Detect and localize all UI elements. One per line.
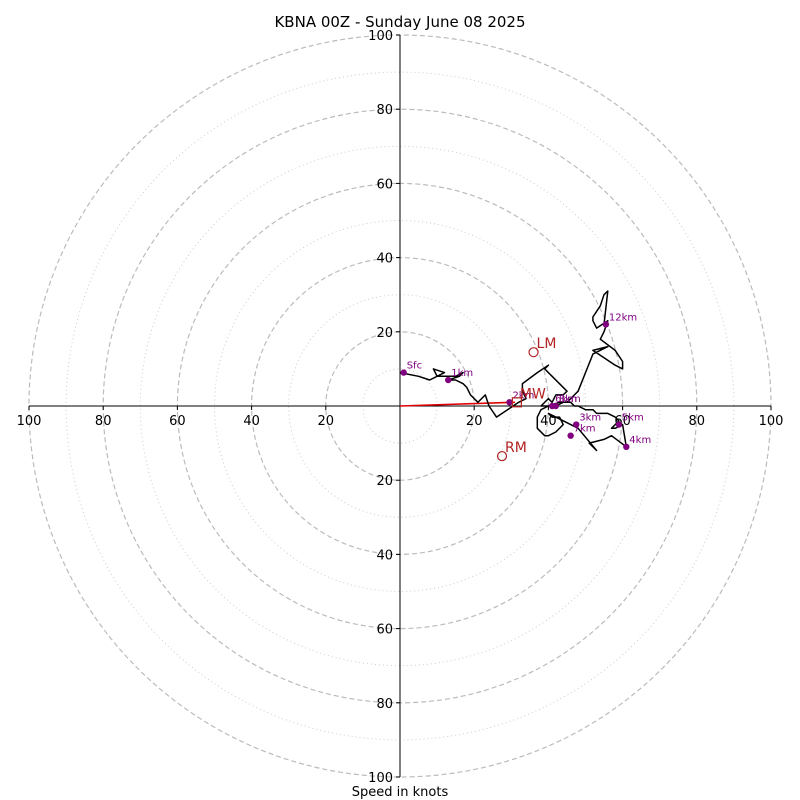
storm-motion-label: RM bbox=[505, 440, 527, 456]
height-marker-label: 5km bbox=[622, 413, 644, 424]
storm-motion-markers: LM MW RM bbox=[496, 336, 557, 462]
x-tick-label: 100 bbox=[759, 414, 784, 429]
y-tick-label: 80 bbox=[376, 103, 393, 118]
height-marker-point bbox=[400, 369, 407, 376]
x-tick-label: 40 bbox=[243, 414, 260, 429]
y-tick-label: 60 bbox=[376, 177, 393, 192]
storm-motion-marker bbox=[496, 450, 508, 462]
x-axis-label: Speed in knots bbox=[352, 785, 449, 800]
height-marker-label: 8km bbox=[559, 394, 581, 405]
x-tick-label: 80 bbox=[95, 414, 112, 429]
y-tick-label: 80 bbox=[376, 697, 393, 712]
shear-vector-layer bbox=[399, 401, 516, 407]
y-tick-label: 60 bbox=[376, 623, 393, 638]
chart-title: KBNA 00Z - Sunday June 08 2025 bbox=[274, 13, 525, 31]
storm-motion-marker bbox=[528, 347, 539, 358]
y-tick-label: 100 bbox=[368, 771, 393, 786]
height-marker-label: 12km bbox=[609, 312, 637, 323]
height-marker-point bbox=[615, 421, 623, 428]
x-tick-label: 60 bbox=[169, 414, 186, 429]
height-marker-label: 2km bbox=[512, 390, 534, 401]
y-tick-label: 100 bbox=[368, 29, 393, 44]
y-tick-label: 20 bbox=[376, 474, 393, 489]
height-marker-label: 1km bbox=[451, 368, 473, 379]
hodograph-trace-layer bbox=[399, 290, 628, 452]
height-marker-point bbox=[623, 443, 630, 451]
height-marker-point bbox=[573, 421, 580, 428]
x-tick-label: 100 bbox=[17, 414, 42, 429]
height-markers: Sfc 1km 2km 3km 4km 5km 6km 7km 8km 12km bbox=[400, 312, 651, 451]
height-marker-label: Sfc bbox=[407, 361, 422, 372]
storm-motion-label: LM bbox=[537, 336, 557, 352]
height-marker-point bbox=[567, 432, 574, 439]
height-marker-label: 4km bbox=[629, 435, 651, 446]
tick-labels: 100 80 60 40 20 20 40 60 80 100100806040202040608… bbox=[17, 29, 784, 786]
y-tick-label: 40 bbox=[376, 252, 393, 267]
height-marker-label: 7km bbox=[574, 424, 596, 435]
height-marker-point bbox=[602, 321, 610, 328]
height-marker-point bbox=[445, 376, 452, 384]
height-marker-point bbox=[506, 399, 513, 406]
x-tick-label: 20 bbox=[466, 414, 483, 429]
y-tick-label: 40 bbox=[376, 548, 393, 563]
storm-motion-marker bbox=[511, 397, 522, 408]
x-tick-label: 20 bbox=[318, 414, 335, 429]
height-marker-point bbox=[552, 402, 560, 410]
hodograph-trace bbox=[399, 290, 628, 452]
height-marker-label: 3km bbox=[579, 413, 601, 424]
y-tick-label: 20 bbox=[376, 326, 393, 341]
height-marker-label: 6km bbox=[555, 394, 577, 405]
shear-vector bbox=[399, 401, 516, 407]
x-tick-label: 80 bbox=[689, 414, 706, 429]
storm-motion-label: MW bbox=[520, 386, 546, 402]
